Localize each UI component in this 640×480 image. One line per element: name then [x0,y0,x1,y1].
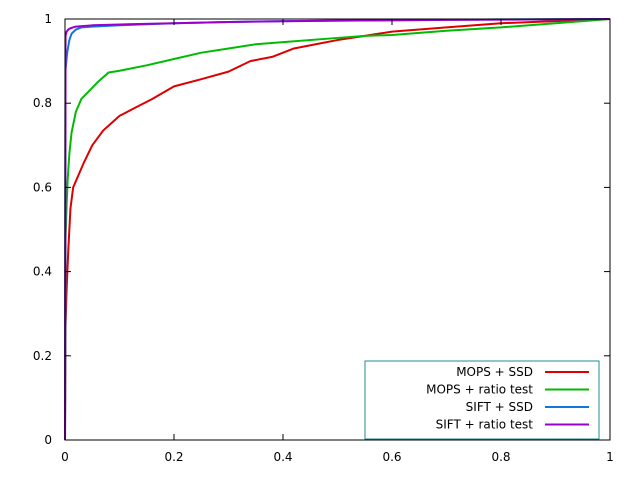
x-tick-label: 1 [606,450,614,464]
y-tick-label: 0.2 [33,349,52,363]
series-line-1 [64,18,611,441]
x-tick-label: 0.6 [382,450,401,464]
x-tick-label: 0.4 [273,450,292,464]
plot-frame [64,18,611,441]
x-tick-label: 0.2 [164,450,183,464]
y-tick-label: 0.8 [33,96,52,110]
legend-box [364,360,600,440]
series-line-4 [64,18,611,441]
y-tick-label: 0.4 [33,265,52,279]
series-layer [64,18,611,441]
legend-entry-label: SIFT + ratio test [436,418,534,432]
x-tick-label: 0.8 [491,450,510,464]
y-tick-label: 1 [44,12,52,26]
legend: MOPS + SSD MOPS + ratio test SIFT + SSD SIF… [364,360,600,440]
legend-entry-label: SIFT + SSD [466,400,533,414]
series-line-2 [64,18,611,441]
x-tick-label: 0 [61,450,69,464]
axis-ticks: 0 0.2 0.4 0.6 0.8 1 0 0.2 0.4 0.6 0.8 1 [33,12,614,464]
legend-entry-label: MOPS + SSD [456,365,533,379]
legend-entry-label: MOPS + ratio test [426,383,533,397]
y-tick-label: 0.6 [33,180,52,194]
axes-frame [64,18,611,441]
y-tick-label: 0 [44,433,52,447]
